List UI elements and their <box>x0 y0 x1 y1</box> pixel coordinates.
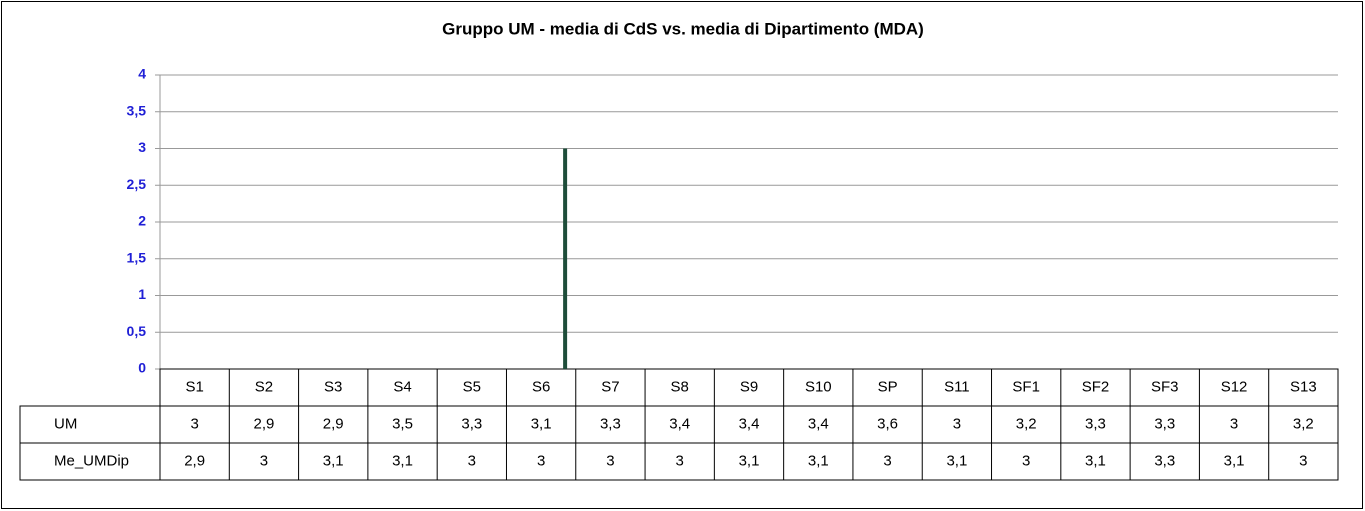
table-value: 3,6 <box>877 415 898 432</box>
table-value: 3,3 <box>600 415 621 432</box>
chart-title: Gruppo UM - media di CdS vs. media di Di… <box>442 19 924 38</box>
table-value: 2,9 <box>254 415 275 432</box>
table-value: 3,3 <box>1085 415 1106 432</box>
x-tick-label: SF3 <box>1151 378 1179 395</box>
bar <box>563 148 568 369</box>
table-value: 3,2 <box>1016 415 1037 432</box>
table-value: 3,4 <box>808 415 829 432</box>
table-value: 3,4 <box>669 415 690 432</box>
y-tick-label: 1,5 <box>127 249 147 265</box>
table-value: 3,5 <box>392 415 413 432</box>
table-value: 3 <box>260 452 268 469</box>
table-value: 3 <box>1022 452 1030 469</box>
table-value: 3,1 <box>739 452 760 469</box>
legend-label: UM <box>54 415 77 432</box>
x-tick-label: S11 <box>944 378 970 395</box>
table-value: 3 <box>1299 452 1307 469</box>
table-value: 3,2 <box>1293 415 1314 432</box>
x-tick-label: S9 <box>740 378 758 395</box>
y-tick-label: 3,5 <box>127 102 147 118</box>
y-tick-label: 2 <box>138 213 146 229</box>
table-value: 3,3 <box>461 415 482 432</box>
table-value: 3,1 <box>808 452 829 469</box>
table-value: 3 <box>953 415 961 432</box>
y-tick-label: 1 <box>138 286 146 302</box>
table-value: 3,3 <box>1154 452 1175 469</box>
table-value: 3,1 <box>531 415 552 432</box>
x-tick-label: SF1 <box>1012 378 1040 395</box>
table-value: 3,3 <box>1154 415 1175 432</box>
y-tick-label: 0 <box>138 360 146 376</box>
x-tick-label: S4 <box>393 378 411 395</box>
table-value: 3 <box>468 452 476 469</box>
x-tick-label: S2 <box>255 378 273 395</box>
x-tick-label: S13 <box>1290 378 1317 395</box>
x-tick-label: S7 <box>601 378 619 395</box>
x-tick-label: S1 <box>185 378 203 395</box>
table-value: 2,9 <box>184 452 205 469</box>
x-tick-label: S12 <box>1221 378 1248 395</box>
table-value: 3 <box>190 415 198 432</box>
table-value: 3,1 <box>323 452 344 469</box>
table-value: 3,1 <box>946 452 967 469</box>
x-tick-label: S5 <box>463 378 481 395</box>
x-tick-label: S10 <box>805 378 832 395</box>
x-tick-label: S6 <box>532 378 550 395</box>
table-value: 3,4 <box>739 415 760 432</box>
y-tick-label: 4 <box>138 66 146 82</box>
legend-label: Me_UMDip <box>54 452 129 469</box>
table-value: 3,1 <box>1085 452 1106 469</box>
table-value: 3,1 <box>392 452 413 469</box>
table-value: 3 <box>606 452 614 469</box>
table-value: 3 <box>883 452 891 469</box>
y-tick-label: 2,5 <box>127 176 147 192</box>
table-value: 3 <box>676 452 684 469</box>
table-value: 3,1 <box>1224 452 1245 469</box>
x-tick-label: SF2 <box>1082 378 1110 395</box>
y-tick-label: 0,5 <box>127 323 147 339</box>
y-tick-label: 3 <box>138 139 146 155</box>
x-tick-label: SP <box>878 378 898 395</box>
table-value: 3 <box>1230 415 1238 432</box>
table-value: 3 <box>537 452 545 469</box>
x-tick-label: S3 <box>324 378 342 395</box>
x-tick-label: S8 <box>671 378 689 395</box>
table-value: 2,9 <box>323 415 344 432</box>
